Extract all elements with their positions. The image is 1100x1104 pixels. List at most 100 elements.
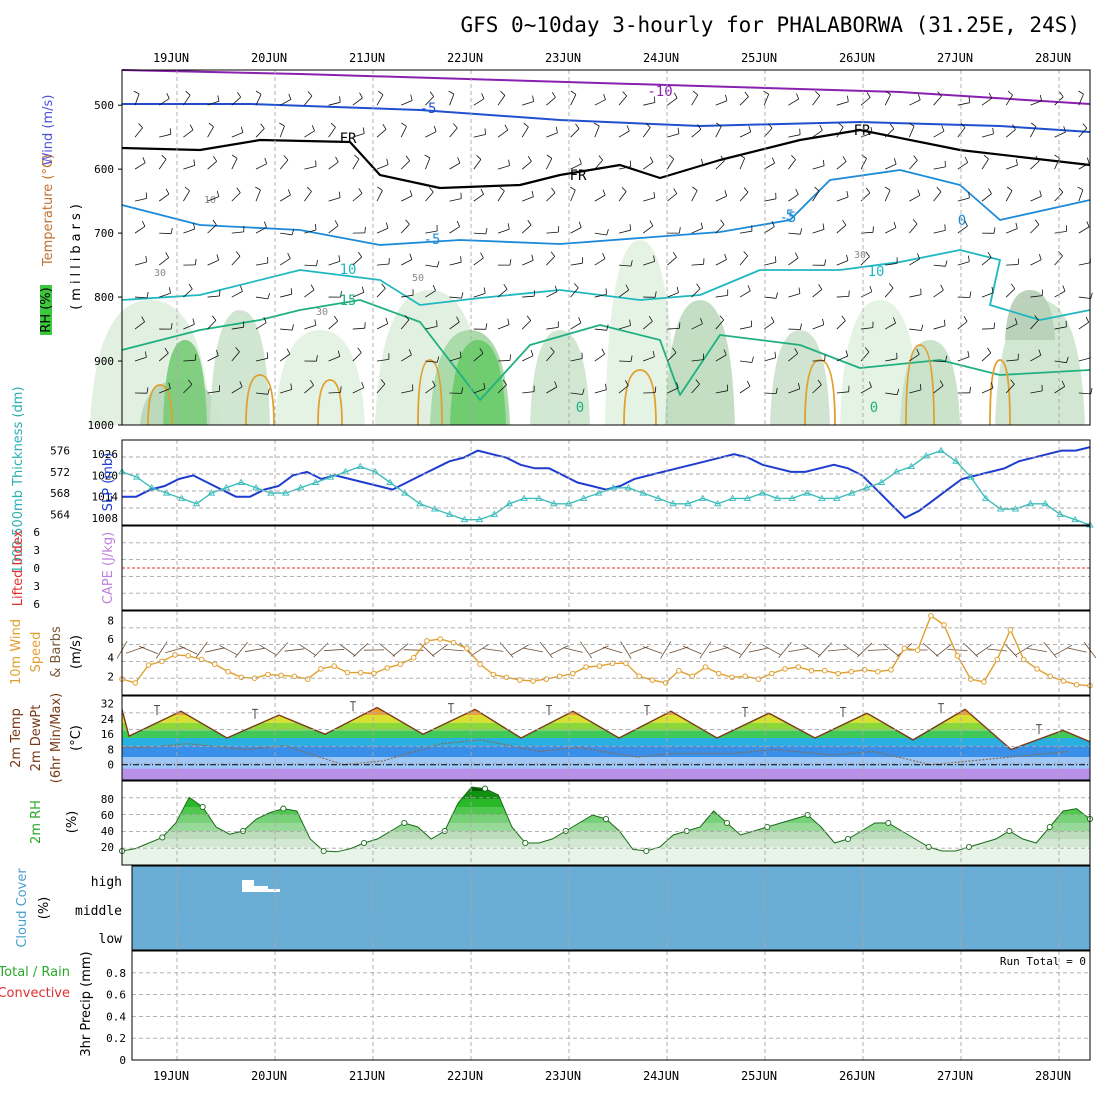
wind-barb: [813, 284, 822, 297]
wind-barb: [377, 91, 383, 105]
wind-barb: [619, 126, 629, 138]
wind-barb: [692, 187, 698, 201]
wind-barb: [909, 94, 920, 105]
wind-barb: [183, 259, 196, 265]
wind-barb: [813, 319, 824, 329]
wind10-tick: 4: [107, 652, 114, 665]
wind-barb: [716, 254, 727, 265]
wind-barb: [837, 123, 843, 137]
isotherm-minus10: [122, 70, 1090, 104]
cloud-fill: [132, 866, 1090, 950]
rh-point: [160, 835, 165, 840]
rh-point: [926, 844, 931, 849]
wind-barb: [304, 125, 314, 137]
wind-barb: [934, 187, 941, 201]
wind-barb: [450, 256, 462, 265]
wind-barb: [982, 128, 994, 137]
wind-barb: [498, 125, 508, 137]
wind10-point: [836, 671, 841, 676]
run-total-label: Run Total = 0: [1000, 955, 1086, 968]
wind-barb: [595, 190, 605, 202]
wind-barb: [1006, 187, 1012, 201]
wind-barb: [885, 284, 893, 298]
wind-barb: [232, 252, 240, 265]
wind-barb: [425, 188, 433, 202]
wind-barb: [667, 287, 678, 297]
precip-tick: 0.8: [106, 967, 126, 980]
wind-barb: [208, 156, 217, 169]
wind10-point: [716, 671, 721, 676]
wind-barb: [304, 319, 315, 329]
upper-tick-700: 700: [94, 227, 114, 240]
wind10-barb: [472, 645, 489, 656]
wind10-barb: [1027, 648, 1047, 651]
wind-barb: [522, 220, 531, 233]
wind-barb: [1006, 284, 1015, 297]
temp-ylabels: 2m Temp 2m DewPt (6hr Min/Max) (°C): [9, 693, 84, 783]
wind-barb: [571, 91, 576, 105]
wind-barb: [329, 123, 336, 137]
contour-label-8: 5: [786, 208, 794, 224]
wind10-point: [942, 623, 947, 628]
wind10-barb: [245, 648, 265, 651]
wind-barb: [474, 129, 486, 138]
date-bottom-19JUN: 19JUN: [153, 1069, 189, 1083]
wind-barb: [232, 127, 243, 137]
wind-barb: [595, 94, 606, 105]
wind-barb: [909, 289, 921, 297]
wind10-point: [571, 671, 576, 676]
rh-bands: [122, 783, 1090, 865]
wind10-point: [1061, 679, 1066, 684]
wind-barb: [667, 252, 676, 265]
wind10-point: [146, 663, 151, 668]
wind10-barb: [947, 650, 967, 651]
wind-barb: [474, 288, 485, 298]
contour-label-17: 30: [854, 250, 866, 261]
wind-barb: [255, 187, 260, 201]
wind10-point: [332, 664, 337, 669]
upper-ylabels: Wind (m/s) Temperature (°C) RH (%) (mill…: [39, 95, 84, 333]
wind-barb: [546, 155, 551, 169]
wind-barb: [546, 321, 558, 329]
wind-barb: [1006, 223, 1017, 233]
contour-label-1: -5: [420, 101, 437, 117]
date-top-19JUN: 19JUN: [153, 51, 189, 65]
wind-barb: [232, 188, 241, 201]
rh-point: [644, 848, 649, 853]
wind-barb: [159, 253, 169, 266]
date-top-28JUN: 28JUN: [1035, 51, 1071, 65]
wind-barb: [377, 187, 382, 201]
wind10-barb: [219, 645, 237, 654]
wind-barb: [982, 252, 991, 265]
isotherm-minus5: [122, 104, 1090, 132]
wind10-point: [305, 677, 310, 682]
rh-band-1: [122, 839, 1090, 847]
wind-barb: [692, 91, 698, 105]
wind-barb: [498, 259, 511, 265]
cloud-tick-low: low: [99, 932, 123, 947]
rh-point: [361, 840, 366, 845]
wind-barb: [909, 156, 917, 170]
wind-barb: [813, 224, 824, 234]
wind10-barb: [709, 647, 728, 652]
high-cloud-clear-c: [268, 889, 280, 892]
wind-barb: [595, 384, 607, 393]
contour-label-14: 30: [154, 268, 166, 279]
wind-barb: [377, 258, 389, 265]
wind-barb: [837, 291, 850, 298]
isotherm-fr: [122, 130, 1090, 188]
wind-barb: [546, 252, 554, 265]
wind-barb: [958, 351, 969, 361]
wind10-barb: [964, 643, 978, 657]
wind10-barb: [643, 647, 662, 654]
wind-barb: [740, 251, 748, 265]
wind-barb: [837, 191, 848, 201]
ylabel-temp-b: 2m DewPt: [29, 705, 44, 772]
ylabel-wind10-a: 10m Wind: [9, 619, 24, 685]
wind10-point: [544, 677, 549, 682]
wind-barb: [764, 317, 774, 329]
precip-ylabels: Total / Rain Convective 3hr Precip (mm) …: [0, 951, 1086, 1056]
wind-barb: [279, 123, 284, 137]
